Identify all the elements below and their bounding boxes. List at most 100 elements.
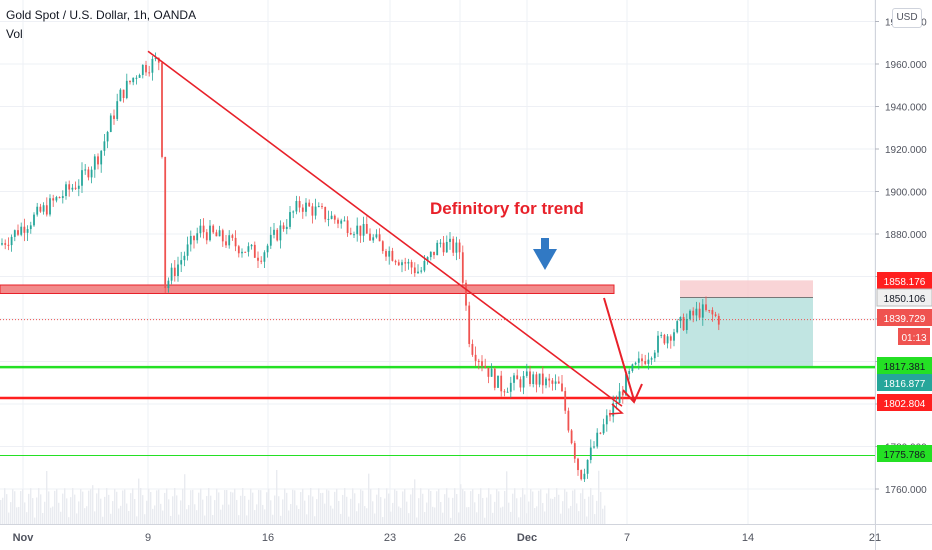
volume-bar (460, 484, 462, 524)
candle-body (583, 473, 586, 480)
candle-body (87, 169, 90, 178)
volume-bar (174, 488, 176, 524)
volume-bar (520, 497, 522, 524)
volume-bar (442, 512, 444, 524)
volume-bar (306, 514, 308, 524)
volume-bar (528, 501, 530, 524)
volume-bar (86, 506, 88, 524)
candle-body (359, 225, 362, 236)
candle-body (647, 359, 650, 364)
candle-body (314, 206, 317, 216)
volume-bar (126, 503, 128, 524)
candle-body (52, 198, 55, 201)
candle-body (513, 375, 515, 383)
volume-bar (476, 512, 478, 524)
volume-bar (234, 488, 236, 524)
blue-arrow-shaft (541, 238, 549, 250)
volume-bar (50, 507, 52, 524)
volume-bar (292, 489, 294, 524)
time-tick-label: 9 (145, 532, 151, 544)
candle-body (628, 370, 631, 374)
candle-body (36, 206, 39, 215)
candle-body (500, 375, 503, 392)
price-label-text: 1802.804 (884, 399, 926, 410)
volume-bar (210, 495, 212, 524)
candle-body (705, 304, 707, 311)
volume-bar (326, 489, 328, 524)
volume-bar (370, 488, 372, 524)
volume-bar (454, 488, 456, 524)
candle-body (282, 225, 285, 229)
candle-body (29, 225, 32, 230)
volume-bar (220, 509, 222, 524)
volume-bar (280, 515, 282, 524)
volume-bar (8, 512, 10, 524)
candle-body (391, 250, 394, 261)
candle-body (250, 244, 253, 247)
volume-bar (564, 488, 566, 524)
candle-body (378, 234, 381, 242)
volume-bar (392, 502, 394, 524)
projection-arrow (603, 297, 635, 401)
volume-bar (488, 488, 490, 524)
volume-bar (88, 490, 90, 524)
volume-bar (110, 513, 112, 524)
volume-bar (364, 506, 366, 524)
candle-body (26, 229, 29, 233)
volume-bar (502, 506, 504, 524)
volume-bar (66, 498, 68, 524)
volume-bar (552, 498, 554, 524)
volume-bar (324, 503, 326, 524)
candle-body (593, 446, 595, 448)
volume-bar (2, 497, 4, 524)
volume-bar (504, 490, 506, 524)
candle-body (529, 371, 531, 385)
candle-body (132, 77, 135, 83)
volume-bar (172, 496, 174, 524)
volume-bar (314, 516, 316, 524)
candle-body (714, 314, 717, 316)
volume-bar (82, 491, 84, 524)
time-tick-label: Nov (13, 532, 35, 544)
candle-body (397, 262, 400, 266)
candle-body (93, 156, 96, 170)
volume-bar (328, 490, 330, 524)
volume-bar (446, 488, 448, 524)
volume-bar (12, 489, 14, 524)
volume-bar (320, 493, 322, 524)
volume-bar (546, 493, 548, 524)
volume-bar (266, 492, 268, 524)
volume-bar (548, 488, 550, 524)
volume-bar (190, 490, 192, 524)
candle-body (522, 375, 525, 388)
candle-body (545, 378, 547, 386)
price-label-box (898, 328, 930, 345)
candle-body (1, 243, 3, 245)
candle-body (122, 89, 125, 99)
volume-bar (226, 490, 228, 524)
volume-bar (330, 505, 332, 524)
candle-body (394, 260, 397, 263)
volume-bar (592, 495, 594, 524)
volume-bar (64, 488, 66, 524)
candle-body (609, 415, 611, 417)
candle-body (330, 215, 333, 219)
volume-bar (102, 516, 104, 524)
candle-body (276, 229, 279, 241)
candle-body (145, 64, 147, 73)
volume-bar (272, 514, 274, 524)
volume-bar (352, 488, 354, 524)
volume-bar (258, 489, 260, 524)
volume-bar (148, 488, 150, 524)
candle-body (151, 58, 154, 73)
volume-bar (40, 494, 42, 524)
currency-button[interactable]: USD (892, 8, 922, 28)
volume-bar (372, 501, 374, 524)
volume-bar (322, 492, 324, 524)
volume-bar (424, 512, 426, 524)
candle-body (708, 310, 711, 312)
volume-bar (402, 491, 404, 524)
candle-body (273, 229, 275, 235)
volume-bar (254, 510, 256, 524)
candle-body (10, 236, 13, 246)
